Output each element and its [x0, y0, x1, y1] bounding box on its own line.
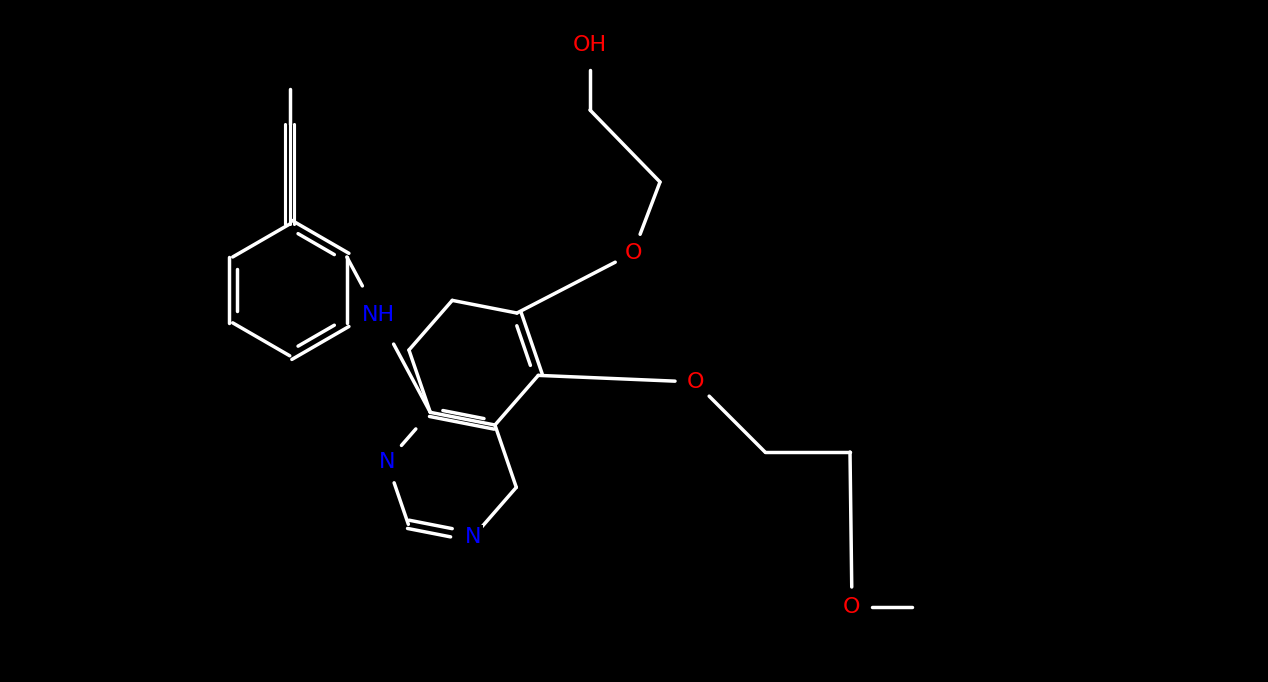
Text: O: O — [686, 372, 704, 392]
Text: NH: NH — [361, 305, 394, 325]
Text: N: N — [379, 452, 396, 472]
Text: OH: OH — [573, 35, 607, 55]
Text: N: N — [465, 527, 482, 547]
Text: O: O — [624, 243, 642, 263]
Text: O: O — [843, 597, 861, 617]
